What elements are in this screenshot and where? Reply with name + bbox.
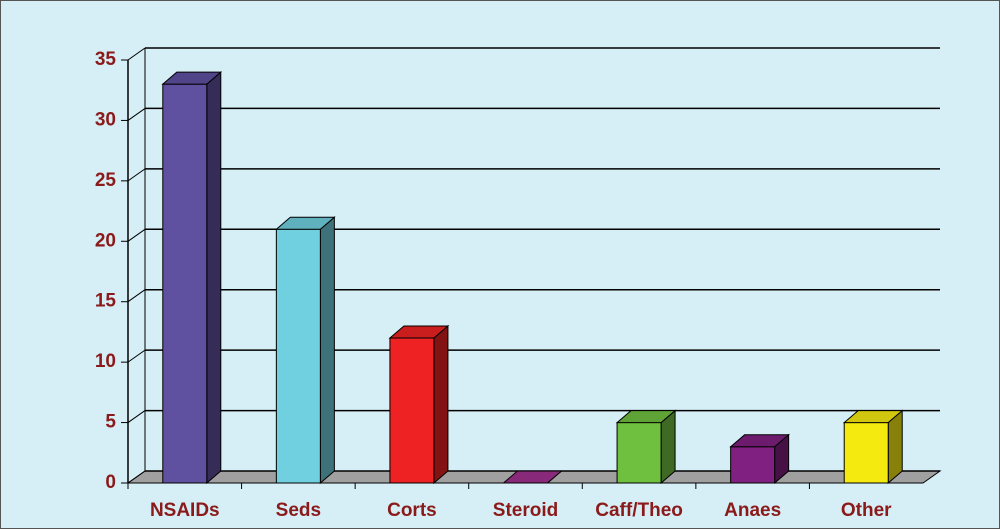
bar-side bbox=[206, 71, 222, 485]
y-tick-label: 30 bbox=[95, 109, 116, 130]
bar bbox=[616, 422, 662, 484]
x-tick-label: Seds bbox=[276, 500, 321, 521]
bar-top bbox=[615, 410, 677, 424]
bar bbox=[730, 446, 776, 484]
bar bbox=[389, 337, 435, 484]
x-tick-label: Caff/Theo bbox=[595, 500, 683, 521]
x-tick-label: Corts bbox=[387, 500, 437, 521]
x-tick-label: Anaes bbox=[724, 500, 781, 521]
bar-side bbox=[660, 409, 676, 485]
grid-line bbox=[127, 410, 146, 423]
x-tick-label: Steroid bbox=[493, 500, 558, 521]
grid-line bbox=[127, 108, 146, 121]
bar-side bbox=[433, 324, 449, 485]
bar bbox=[162, 83, 208, 484]
x-tick-label: Other bbox=[841, 500, 892, 521]
y-tick-label: 5 bbox=[105, 412, 116, 433]
y-tick-label: 0 bbox=[105, 472, 116, 493]
y-tick-label: 25 bbox=[95, 170, 117, 191]
grid-line bbox=[127, 228, 146, 242]
bar-side bbox=[887, 409, 903, 485]
bar-side bbox=[319, 216, 335, 485]
y-tick-label: 20 bbox=[95, 230, 116, 251]
bar-top bbox=[842, 410, 904, 424]
y-tick-label: 10 bbox=[95, 351, 116, 372]
grid-line bbox=[127, 470, 146, 484]
grid-line bbox=[127, 47, 146, 61]
bar-top bbox=[729, 434, 790, 448]
bar-top bbox=[161, 71, 223, 85]
bar bbox=[843, 422, 889, 484]
grid-line bbox=[127, 349, 146, 363]
y-tick-label: 15 bbox=[95, 291, 117, 312]
bar-top bbox=[388, 325, 450, 339]
grid-line bbox=[127, 168, 146, 182]
x-tick-label: NSAIDs bbox=[150, 500, 220, 521]
bar-top bbox=[502, 470, 563, 484]
bar-top bbox=[275, 216, 336, 230]
bar bbox=[275, 228, 321, 484]
y-tick-label: 35 bbox=[95, 49, 117, 70]
grid-line bbox=[127, 289, 146, 303]
